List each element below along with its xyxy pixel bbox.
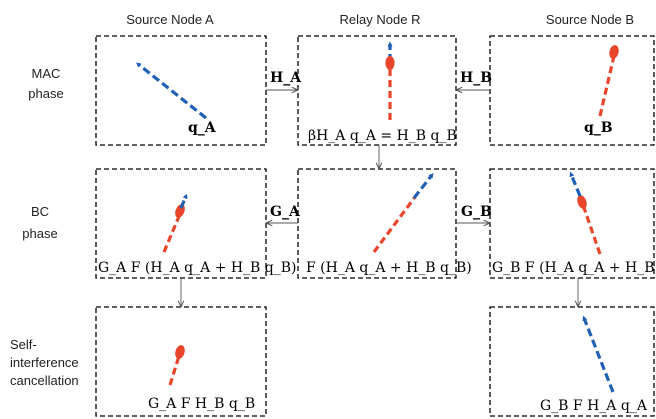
label-b-sic: G_B F H_A q_A [540, 398, 648, 414]
channel-label-ga: G_A [270, 204, 301, 220]
label-b-bc: G_B F (H_A q_A + H_B q_B) [492, 260, 656, 276]
signal-relay-bc-blue [412, 173, 434, 199]
svg-text:Self-: Self- [10, 337, 37, 352]
svg-text:MAC: MAC [32, 66, 61, 81]
signal-b-bc-blue [569, 171, 582, 197]
row-label-self-interference: Self- interference cancellation [10, 337, 79, 388]
signal-a-bc-dot [175, 204, 185, 218]
svg-text:interference: interference [10, 355, 79, 370]
column-header-relay: Relay Node R [340, 12, 421, 27]
signal-a-bc-red [162, 213, 182, 253]
label-qa: q_A [188, 120, 217, 136]
label-qb: q_B [584, 120, 613, 136]
signal-qb-dot [609, 45, 619, 59]
signal-a-bc-blue [179, 193, 188, 209]
signal-b-bc-red [581, 204, 602, 255]
label-relay-mac: βH_A q_A = H_B q_B [308, 128, 457, 144]
label-a-sic: G_A F H_B q_B [148, 396, 255, 412]
channel-label-hb: H_B [460, 70, 492, 86]
row-label-mac: MAC phase [28, 66, 63, 101]
signal-b-bc-dot [577, 195, 587, 209]
svg-text:cancellation: cancellation [10, 373, 79, 388]
signal-qb-line [598, 55, 616, 117]
channel-label-gb: G_B [461, 204, 492, 220]
signal-qa-arrow [136, 62, 207, 120]
svg-text:BC: BC [31, 204, 49, 219]
svg-text:phase: phase [28, 86, 63, 101]
box-b-sic [489, 306, 655, 417]
signal-hb-qb-dot [385, 56, 395, 70]
signal-a-sic-dot [175, 345, 185, 359]
signal-a-sic-red [168, 355, 181, 386]
label-a-bc: G_A F (H_A q_A + H_B q_B) [98, 260, 297, 276]
signal-b-sic-blue [582, 315, 615, 393]
signal-relay-bc-red [372, 196, 417, 253]
row-label-bc: BC phase [22, 204, 57, 241]
box-a-mac [95, 35, 267, 146]
channel-label-ha: H_A [270, 70, 302, 86]
label-relay-bc: F (H_A q_A + H_B q_B) [306, 260, 472, 276]
column-header-source-b: Source Node B [546, 12, 634, 27]
column-header-source-a: Source Node A [126, 12, 214, 27]
svg-text:phase: phase [22, 226, 57, 241]
box-relay-bc [297, 168, 457, 279]
box-b-mac [489, 35, 655, 146]
